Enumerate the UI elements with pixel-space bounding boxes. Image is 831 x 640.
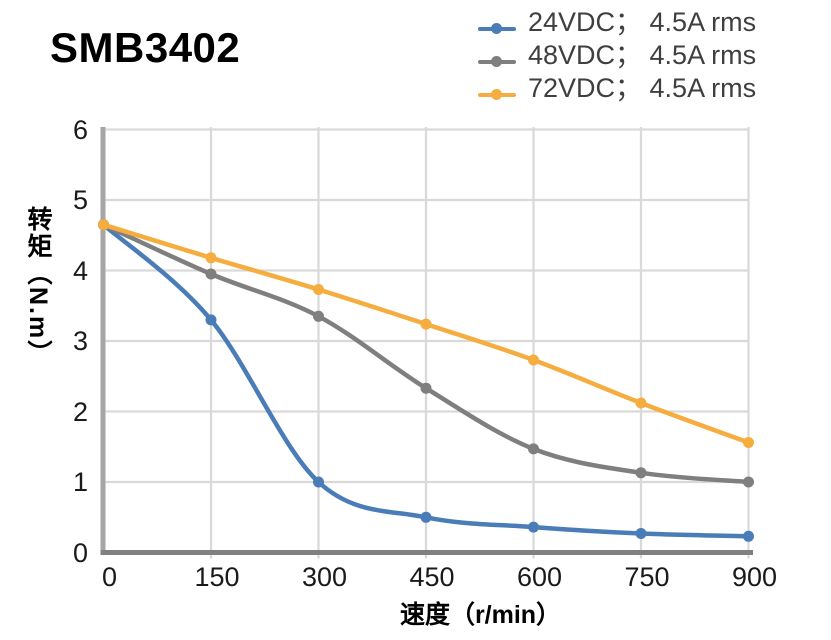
x-tick-label-300: 300 — [301, 562, 348, 592]
y-tick-label-1: 1 — [72, 467, 88, 497]
series-48vdc-marker — [205, 268, 217, 280]
x-tick-label-450: 450 — [409, 562, 455, 592]
x-tick-label-900: 900 — [731, 562, 778, 592]
series-24vdc-marker — [528, 521, 539, 533]
series-24vdc-marker — [313, 476, 324, 488]
gridlines — [101, 127, 750, 559]
legend-label-72vdc: 72VDC； 4.5A rms — [528, 73, 757, 103]
series-48vdc-marker — [313, 310, 324, 322]
series-24vdc-marker — [205, 314, 217, 326]
x-tick-label-750: 750 — [624, 562, 670, 592]
y-tick-label-5: 5 — [72, 185, 88, 215]
chart-title: SMB3402 — [50, 24, 241, 71]
legend-line-marker-icon — [478, 22, 516, 35]
y-tick-label-4: 4 — [72, 255, 88, 286]
series-48vdc-marker — [635, 467, 647, 479]
series-24vdc-marker — [743, 530, 754, 542]
x-tick-label-600: 600 — [516, 562, 563, 592]
y-tick-label-0: 0 — [72, 537, 88, 568]
y-tick-label-3: 3 — [72, 326, 88, 356]
series-72vdc — [98, 219, 754, 448]
series-72vdc-marker — [635, 397, 647, 409]
series-72vdc-marker — [98, 219, 109, 231]
series-48vdc-marker — [743, 476, 754, 488]
legend-item-72vdc: 72VDC； 4.5A rms — [478, 69, 757, 103]
legend: 24VDC； 4.5A rms 48VDC； 4.5A rms 72VDC； 4… — [478, 3, 757, 103]
legend-line-marker-icon — [478, 88, 516, 101]
y-axis-title: 转矩（N.m） — [24, 206, 52, 368]
legend-item-48vdc: 48VDC； 4.5A rms — [478, 36, 757, 70]
y-tick-label-2: 2 — [72, 396, 88, 427]
axes — [100, 127, 753, 555]
legend-label-48vdc: 48VDC； 4.5A rms — [528, 40, 757, 70]
series-48vdc-marker — [420, 382, 432, 394]
x-tick-label-0: 0 — [101, 562, 118, 592]
x-axis-title: 速度（r/min） — [399, 601, 562, 629]
series-72vdc-marker — [313, 284, 324, 295]
series-72vdc-marker — [205, 252, 217, 264]
series-72vdc-marker — [743, 437, 754, 448]
legend-label-24vdc: 24VDC； 4.5A rms — [528, 7, 757, 37]
series-48vdc-marker — [528, 443, 539, 455]
series-72vdc-marker — [420, 318, 432, 330]
x-tick-label-150: 150 — [194, 562, 240, 592]
y-tick-label-6: 6 — [72, 114, 88, 145]
legend-item-24vdc: 24VDC； 4.5A rms — [478, 3, 757, 37]
legend-line-marker-icon — [478, 55, 516, 68]
series-72vdc-marker — [528, 354, 539, 366]
series-24vdc-marker — [635, 528, 647, 539]
series-24vdc-marker — [420, 511, 432, 523]
